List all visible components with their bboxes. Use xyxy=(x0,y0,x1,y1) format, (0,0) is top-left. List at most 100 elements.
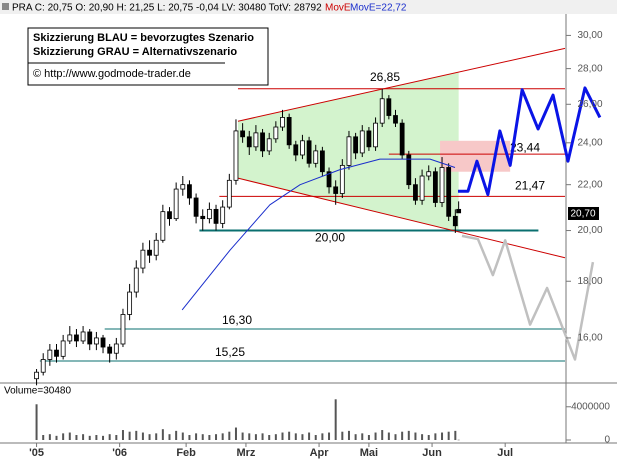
level-label: 26,85 xyxy=(370,70,400,84)
candle-body xyxy=(439,167,445,203)
volume-bar xyxy=(208,435,211,440)
candle-body xyxy=(326,171,332,188)
volume-bar xyxy=(394,434,397,440)
candle-body xyxy=(147,249,152,256)
volume-bar xyxy=(48,434,51,440)
candle-body xyxy=(120,314,126,345)
header-bar xyxy=(0,0,617,14)
y-tick-label: 20,00 xyxy=(577,225,602,236)
candle-body xyxy=(253,132,259,148)
volume-bar xyxy=(201,434,204,440)
candle-body xyxy=(366,130,372,148)
y-tick-label: 16,00 xyxy=(577,333,602,344)
volume-bar xyxy=(188,435,191,440)
volume-bar xyxy=(347,430,350,440)
volume-bar xyxy=(341,431,344,440)
volume-bar xyxy=(407,430,410,440)
last-price-label: 20,70 xyxy=(570,209,595,220)
candle-body xyxy=(213,208,219,224)
volume-bar xyxy=(195,433,198,440)
candle-body xyxy=(266,138,272,152)
volume-bar xyxy=(42,435,45,440)
volume-bar xyxy=(181,432,184,440)
volume-bar xyxy=(381,430,384,440)
x-tick-label: Mai xyxy=(360,447,378,459)
scenario-line xyxy=(461,234,595,361)
volume-bar xyxy=(334,399,337,440)
level-label: 23,44 xyxy=(510,140,540,154)
volume-bar xyxy=(88,435,91,440)
note-gray: Skizzierung GRAU = Alternativszenario xyxy=(33,46,237,58)
candle-body xyxy=(386,98,392,116)
volume-tick-label: 4000000 xyxy=(571,401,610,412)
candle-body xyxy=(220,206,226,224)
volume-bar xyxy=(121,430,124,440)
candle-body xyxy=(373,122,378,148)
volume-bar xyxy=(228,431,231,440)
y-tick-label: 26,00 xyxy=(577,99,602,110)
candle-body xyxy=(206,208,212,220)
volume-bar xyxy=(241,432,244,440)
volume-bar xyxy=(401,431,404,440)
volume-bar xyxy=(102,435,105,440)
volume-bar xyxy=(288,431,291,440)
note-box xyxy=(27,27,269,86)
volume-bar xyxy=(68,432,71,440)
volume-bar xyxy=(75,435,78,440)
candle-body xyxy=(167,211,172,220)
candle-body xyxy=(306,140,312,164)
level-label: 16,30 xyxy=(222,313,252,327)
volume-bar xyxy=(62,433,65,440)
volume-bar xyxy=(441,432,444,440)
volume-bar xyxy=(447,431,450,440)
candle-body xyxy=(187,184,192,199)
volume-bar xyxy=(95,435,98,440)
volume-bar xyxy=(234,427,237,440)
candle-body xyxy=(333,186,339,194)
volume-label: Volume=30480 xyxy=(4,386,71,397)
volume-bar xyxy=(115,435,118,440)
volume-bar xyxy=(454,430,457,440)
note-url: © http://www.godmode-trader.de xyxy=(33,68,191,80)
volume-bar xyxy=(254,434,257,440)
candle-body xyxy=(107,346,113,354)
plot-area: 26,85 23,44 21,47 20,00 16,30 15,25 xyxy=(34,47,602,386)
channel-line xyxy=(237,47,566,122)
x-tick-label: Mrz xyxy=(236,447,255,459)
volume-bar xyxy=(141,432,144,440)
y-tick-label: 22,00 xyxy=(577,179,602,190)
candle-body xyxy=(379,98,385,124)
volume-bar xyxy=(427,435,430,440)
candle-body xyxy=(426,171,432,177)
volume-bar xyxy=(354,434,357,440)
header-icon xyxy=(2,3,9,10)
volume-bar xyxy=(328,432,331,440)
header-ma-name: MovE xyxy=(325,3,351,14)
volume-bar xyxy=(367,435,370,440)
candle-body xyxy=(456,208,462,214)
candle-body xyxy=(233,130,239,181)
candle-body xyxy=(173,188,179,220)
volume-bar xyxy=(35,404,38,440)
candle-body xyxy=(34,371,39,380)
moving-average xyxy=(181,158,456,311)
candle-body xyxy=(319,150,325,173)
candle-body xyxy=(113,343,119,354)
note-blue: Skizzierung BLAU = bevorzugtes Szenario xyxy=(33,32,254,44)
candle-body xyxy=(399,122,405,156)
volume-bar xyxy=(55,435,58,440)
candle-body xyxy=(127,291,133,315)
header-ma-value: MovE=22,72 xyxy=(350,3,407,14)
x-tick-label: Apr xyxy=(310,447,330,459)
candle-body xyxy=(40,359,46,373)
volume-bar xyxy=(268,435,271,440)
volume-bar xyxy=(135,430,138,440)
candle-body xyxy=(413,184,418,201)
candle-body xyxy=(393,115,398,124)
candle-body xyxy=(74,334,79,342)
level-label: 21,47 xyxy=(515,179,545,193)
x-tick-label: Feb xyxy=(176,447,196,459)
candle-body xyxy=(246,136,252,148)
volume-bar xyxy=(414,432,417,440)
volume-bar xyxy=(261,433,264,440)
